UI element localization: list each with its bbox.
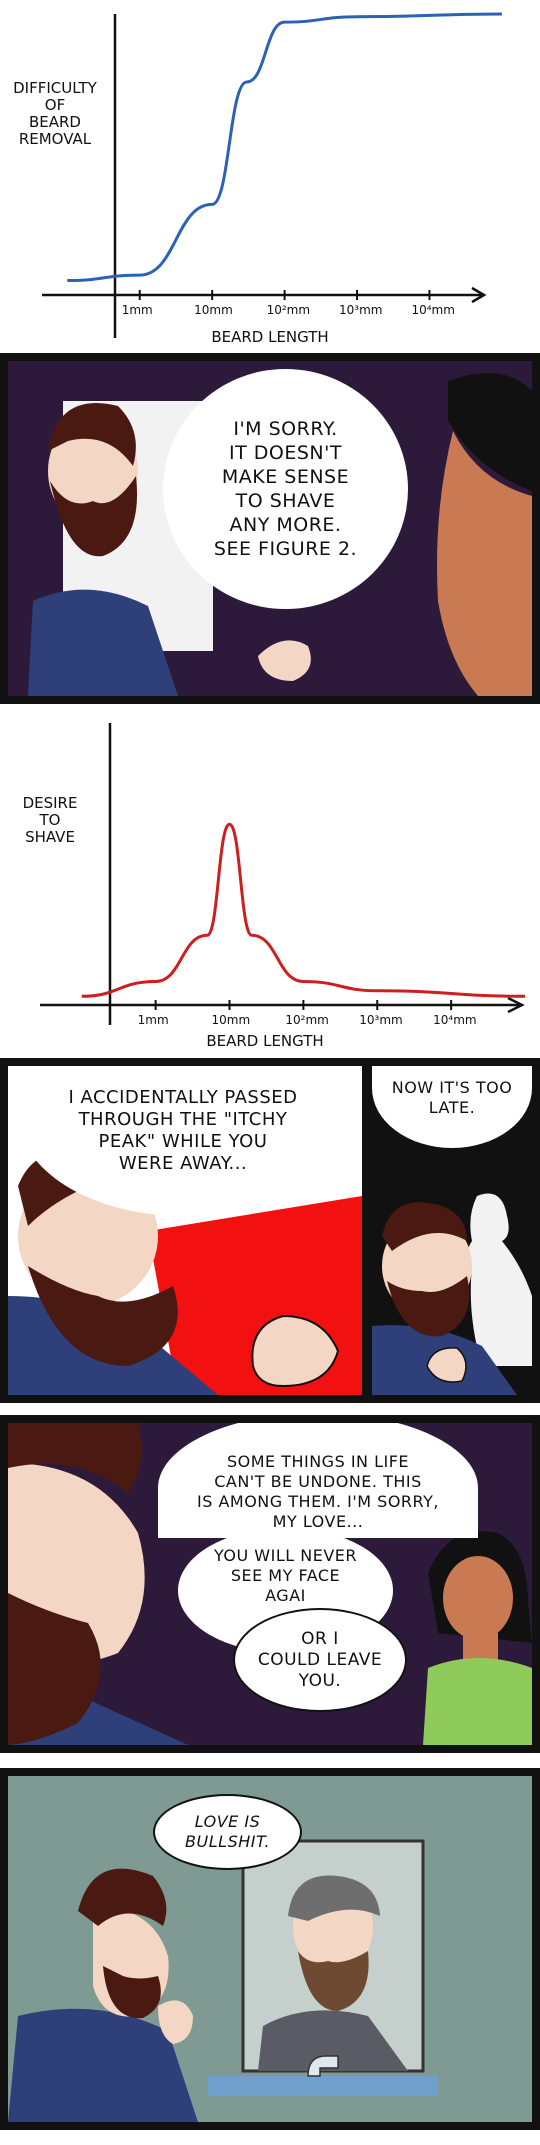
panel-4-scene: SOME THINGS IN LIFE CAN'T BE UNDONE. THI…	[8, 1423, 532, 1745]
x-tick-label: 1mm	[121, 303, 153, 317]
speech-bubble: LOVE IS BULLSHIT.	[153, 1794, 302, 1870]
man-hair	[78, 1868, 167, 1926]
panel-3-art	[372, 1193, 532, 1395]
man-hand	[158, 2000, 193, 2044]
chart-desire-svg	[40, 723, 526, 1025]
man-beard	[387, 1276, 470, 1337]
panel-1-art	[28, 373, 532, 696]
speech-bubble-reply: OR I COULD LEAVE YOU.	[233, 1608, 407, 1712]
difficulty-curve	[67, 12, 502, 283]
speech-bubble-main: SOME THINGS IN LIFE CAN'T BE UNDONE. THI…	[158, 1423, 478, 1538]
panel-1-scene: I'M SORRY. IT DOESN'T MAKE SENSE TO SHAV…	[8, 361, 532, 696]
x-tick-label: 10³mm	[359, 1013, 403, 1027]
man-shirt	[8, 2008, 198, 2122]
y-axis-label: DIFFICULTY OF BEARD REMOVAL	[13, 79, 97, 148]
chart-desire: DESIRE TO SHAVE 1mm 10mm 10²mm 10³mm 10⁴mm B…	[0, 715, 540, 1050]
reflection-beard	[298, 1951, 369, 2011]
man-fist	[426, 1347, 467, 1383]
x-tick-label: 1mm	[137, 1013, 169, 1027]
man-hand	[258, 640, 311, 681]
panel-4-art	[8, 1423, 532, 1745]
man-beard	[8, 1593, 101, 1745]
x-tick-label: 10⁴mm	[411, 303, 455, 317]
man-shirt	[28, 589, 178, 696]
x-axis-label: BEARD LENGTH	[206, 1032, 324, 1050]
desire-curve	[81, 822, 526, 998]
woman-silhouette	[467, 1193, 532, 1366]
panel-2-scene: I ACCIDENTALLY PASSED THROUGH THE "ITCHY…	[8, 1066, 362, 1395]
panel-1: I'M SORRY. IT DOESN'T MAKE SENSE TO SHAV…	[0, 353, 540, 704]
panel-5-scene: LOVE IS BULLSHIT.	[8, 1776, 532, 2122]
woman-face	[437, 431, 532, 696]
x-tick-label: 10²mm	[285, 1013, 329, 1027]
panel-5: LOVE IS BULLSHIT.	[0, 1768, 540, 2130]
panel-5-art	[8, 1839, 438, 2122]
panel-3-scene: NOW IT'S TOO LATE.	[372, 1066, 532, 1395]
speech-bubble: I'M SORRY. IT DOESN'T MAKE SENSE TO SHAV…	[163, 369, 408, 609]
reflection-shirt	[258, 2010, 408, 2071]
man-beard	[103, 1966, 161, 2019]
y-axis-label: DESIRE TO SHAVE	[22, 794, 78, 846]
man-fist	[251, 1314, 340, 1388]
x-tick-label: 10mm	[194, 303, 233, 317]
x-tick-label: 10mm	[211, 1013, 251, 1027]
man-beard	[28, 1266, 178, 1366]
x-axis-arrow	[507, 996, 525, 1014]
x-axis-arrow	[471, 286, 487, 304]
woman-hair	[448, 373, 532, 491]
x-tick-label: 10³mm	[339, 303, 383, 317]
man-hair	[8, 1423, 142, 1493]
chart-difficulty-svg	[42, 12, 502, 338]
x-axis-label: BEARD LENGTH	[211, 328, 329, 346]
man-hair	[382, 1202, 467, 1251]
chart-difficulty: DIFFICULTY OF BEARD REMOVAL 1mm 10mm 10²mm…	[0, 0, 540, 355]
sink	[208, 2076, 438, 2096]
man-beard	[50, 476, 138, 557]
panel-2: I ACCIDENTALLY PASSED THROUGH THE "ITCHY…	[0, 1058, 370, 1403]
woman-top	[423, 1658, 532, 1745]
panel-3: NOW IT'S TOO LATE.	[364, 1058, 540, 1403]
reflection-hair	[288, 1875, 380, 1921]
panel-4: SOME THINGS IN LIFE CAN'T BE UNDONE. THI…	[0, 1415, 540, 1753]
woman-neck	[463, 1633, 498, 1663]
man-hair	[48, 403, 136, 466]
x-tick-label: 10²mm	[266, 303, 311, 317]
x-tick-label: 10⁴mm	[433, 1013, 477, 1027]
woman-face	[443, 1556, 513, 1640]
faucet	[307, 2055, 339, 2077]
